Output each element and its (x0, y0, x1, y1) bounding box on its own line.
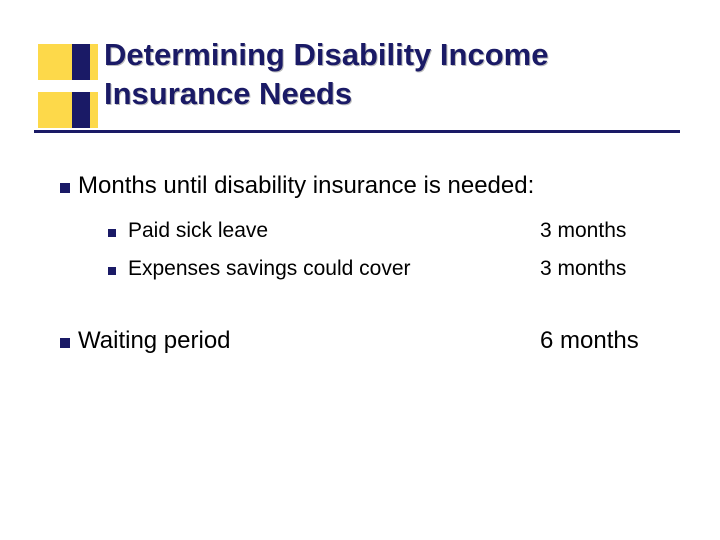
waiting-row: Waiting period 6 months (60, 327, 680, 355)
slide: Determining Disability Income Insurance … (0, 0, 720, 540)
sub-bullet-row: Paid sick leave 3 months (60, 219, 680, 243)
decor-block-navy-2 (72, 92, 90, 128)
slide-title: Determining Disability Income Insurance … (104, 36, 684, 114)
sub-bullet-label: Paid sick leave (128, 219, 540, 243)
decor-block-navy-1 (72, 44, 90, 80)
square-bullet-icon (108, 267, 116, 275)
square-bullet-icon (108, 229, 116, 237)
square-bullet-icon (60, 183, 70, 193)
sub-bullet-label: Expenses savings could cover (128, 257, 540, 281)
title-underline (34, 130, 680, 133)
sub-bullet-row: Expenses savings could cover 3 months (60, 257, 680, 281)
waiting-label: Waiting period (78, 327, 540, 355)
main-bullet-row: Months until disability insurance is nee… (60, 170, 680, 201)
main-bullet-text: Months until disability insurance is nee… (78, 170, 534, 201)
sub-bullet-value: 3 months (540, 219, 680, 243)
square-bullet-icon (60, 338, 70, 348)
sub-bullet-value: 3 months (540, 257, 680, 281)
content-area: Months until disability insurance is nee… (60, 170, 680, 355)
waiting-value: 6 months (540, 327, 680, 355)
